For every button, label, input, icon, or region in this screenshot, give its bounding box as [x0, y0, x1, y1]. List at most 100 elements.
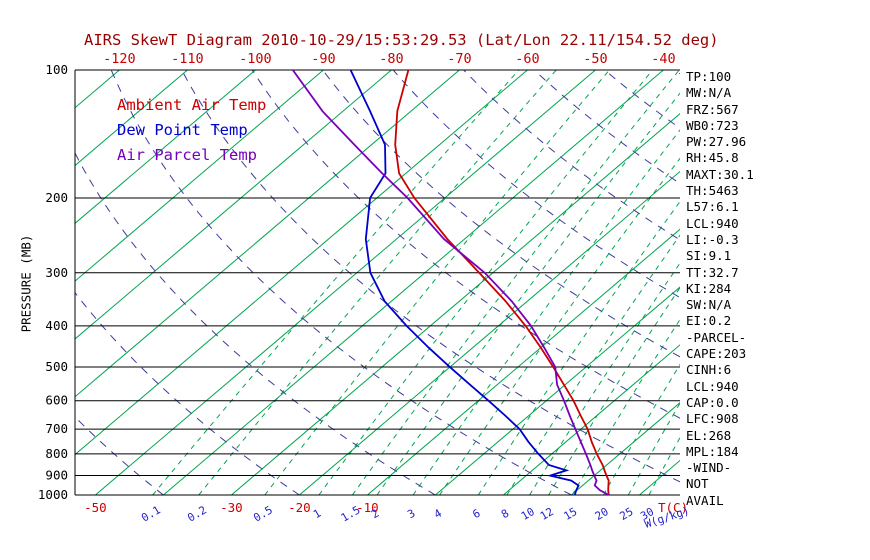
- stat-line: CINH:6: [686, 362, 732, 378]
- mixing-ratio-line: [571, 318, 680, 495]
- mixing-ratio-tick: 6: [470, 507, 482, 522]
- pressure-tick-label: 800: [45, 446, 68, 461]
- top-temp-tick: -40: [651, 51, 675, 67]
- stat-line: PW:27.96: [686, 134, 747, 150]
- dry-adiabat-line: [322, 70, 680, 358]
- isotherm-line: [231, 113, 680, 495]
- legend-air-parcel-temp: Air Parcel Temp: [117, 146, 257, 164]
- pressure-tick-label: 500: [45, 359, 68, 374]
- mixing-ratio-tick: 30: [638, 505, 656, 523]
- dry-adiabat-line: [75, 416, 164, 495]
- pressure-tick-label: 200: [45, 190, 68, 205]
- isotherm-line: [435, 286, 680, 495]
- mixing-ratio-line: [506, 234, 680, 495]
- pressure-tick-label: 900: [45, 468, 68, 483]
- mixing-ratio-tick: 1: [311, 507, 323, 522]
- pressure-tick-label: 700: [45, 421, 68, 436]
- stat-line: EL:268: [686, 427, 732, 443]
- dry-adiabat-line: [110, 70, 572, 495]
- mixing-ratio-tick: 10: [519, 505, 537, 523]
- legend-ambient-air-temp: Ambient Air Temp: [117, 96, 267, 114]
- isotherm-line: [75, 70, 460, 398]
- stat-line: SW:N/A: [686, 297, 732, 313]
- isotherm-line: [571, 402, 680, 495]
- isotherm-line: [299, 170, 680, 495]
- mixing-ratio-tick: 0.2: [185, 503, 209, 524]
- legend-dew-point-temp: Dew Point Temp: [117, 121, 248, 139]
- stat-line: LI:-0.3: [686, 231, 739, 247]
- bottom-temp-tick: -30: [220, 500, 243, 515]
- isotherm-line: [95, 70, 596, 495]
- temp-unit-label: T(C): [658, 500, 688, 515]
- stat-line: TH:5463: [686, 183, 739, 199]
- mixing-ratio-tick: 8: [499, 507, 511, 522]
- isotherm-line: [503, 344, 680, 495]
- dry-adiabat-line: [463, 70, 680, 241]
- stat-line: -PARCEL-: [686, 329, 747, 345]
- stat-line: LCL:940: [686, 215, 739, 231]
- stat-line: LCL:940: [686, 378, 739, 394]
- pressure-tick-label: 600: [45, 393, 68, 408]
- pressure-tick-label: 400: [45, 318, 68, 333]
- mixing-ratio-tick: 2: [369, 507, 381, 522]
- stats-panel: TP:100 MW:N/A FRZ:567 WB0:723 PW:27.96 RH:45.…: [686, 69, 754, 509]
- mixing-ratio-tick: 12: [538, 505, 556, 523]
- dewpoint-curve: [349, 70, 580, 495]
- dry-adiabat-line: [75, 151, 436, 495]
- parcel-temp-curve: [292, 70, 610, 495]
- stat-line: WB0:723: [686, 117, 739, 133]
- ambient-temp-curve: [394, 70, 610, 495]
- stat-line: L57:6.1: [686, 199, 739, 215]
- stat-line: CAP:0.0: [686, 394, 739, 410]
- stat-line: MAXT:30.1: [686, 166, 754, 182]
- bottom-temp-tick: -50: [84, 500, 107, 515]
- stat-line: NOT: [686, 476, 709, 492]
- mixing-ratio-line: [529, 262, 680, 495]
- mixing-ratio-line: [412, 129, 680, 495]
- stat-line: CAPE:203: [686, 346, 747, 362]
- stat-line: KI:284: [686, 280, 732, 296]
- stat-line: TT:32.7: [686, 264, 739, 280]
- mixing-ratio-tick: 0.5: [251, 503, 275, 524]
- top-temp-tick: -120: [103, 51, 136, 67]
- stat-line: RH:45.8: [686, 150, 739, 166]
- mixing-ratio-line: [477, 200, 680, 495]
- stat-line: FRZ:567: [686, 101, 739, 117]
- mixing-ratio-line: [603, 363, 680, 495]
- stat-line: EI:0.2: [686, 313, 732, 329]
- mixing-ratio-line: [198, 70, 557, 495]
- mixing-ratio-line: [318, 70, 653, 495]
- isotherm-line: [163, 70, 664, 495]
- isotherm-line: [75, 70, 256, 224]
- mixing-ratio-line: [152, 70, 520, 495]
- isotherm-line: [639, 459, 680, 495]
- mixing-ratio-line: [264, 70, 610, 495]
- mixing-ratio-tick: 15: [561, 505, 579, 523]
- stat-line: MW:N/A: [686, 85, 732, 101]
- dry-adiabat-line: [392, 70, 680, 299]
- isotherm-line: [75, 70, 392, 340]
- pressure-tick-label: 100: [45, 62, 68, 77]
- isotherm-line: [75, 70, 188, 167]
- pressure-axis-label: PRESSURE (MB): [18, 234, 34, 333]
- top-temp-tick: -80: [379, 51, 403, 67]
- isotherm-line: [75, 70, 528, 456]
- dry-adiabat-line: [181, 70, 680, 483]
- mixing-ratio-line: [548, 286, 680, 495]
- pressure-tick-label: 1000: [38, 487, 68, 502]
- top-temp-tick: -50: [583, 51, 607, 67]
- mixing-ratio-tick: 20: [593, 505, 611, 523]
- dry-adiabat-line: [251, 70, 680, 419]
- isotherm-line: [367, 228, 680, 495]
- mixing-ratio-tick: 25: [618, 505, 636, 523]
- mixing-ratio-line: [351, 70, 680, 495]
- mixing-ratio-line: [648, 436, 680, 495]
- top-temp-tick: -70: [447, 51, 471, 67]
- mixing-ratio-line: [376, 92, 680, 495]
- chart-title: AIRS SkewT Diagram 2010-10-29/15:53:29.5…: [84, 31, 719, 49]
- top-temp-tick: -100: [239, 51, 272, 67]
- mixing-ratio-tick: 0.1: [139, 503, 163, 524]
- mixing-ratio-tick: 4: [432, 506, 445, 521]
